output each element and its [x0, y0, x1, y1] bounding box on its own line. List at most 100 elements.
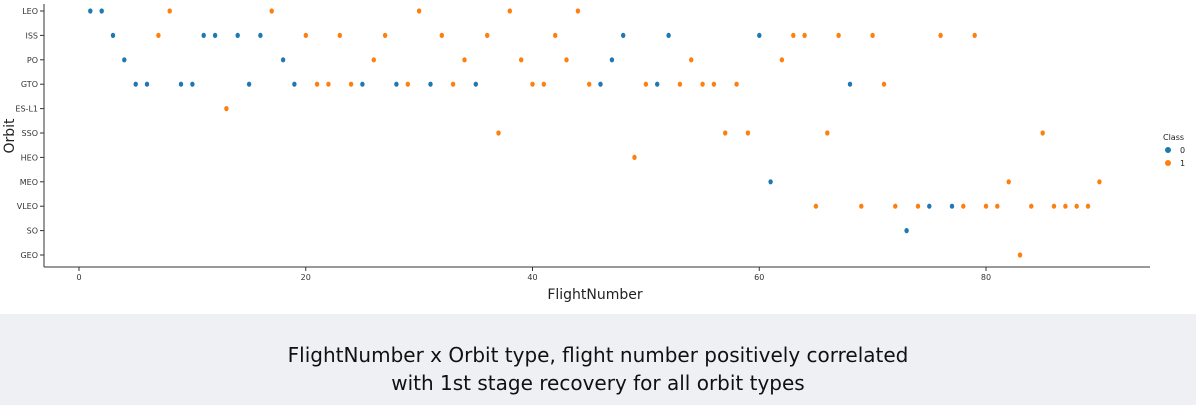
x-axis-label: FlightNumber — [547, 287, 643, 303]
data-point-class-0 — [133, 81, 138, 87]
data-point-class-1 — [1006, 179, 1011, 185]
data-point-class-0 — [178, 81, 184, 87]
data-point-class-0 — [847, 81, 853, 87]
y-tick-label: GTO — [21, 80, 38, 89]
legend: Class 0 1 — [1163, 133, 1185, 168]
data-point-class-1 — [587, 81, 592, 87]
data-point-class-0 — [88, 8, 93, 14]
data-point-class-1 — [825, 130, 830, 136]
data-point-class-1 — [700, 81, 705, 87]
data-point-class-1 — [337, 32, 342, 39]
data-point-class-1 — [870, 32, 875, 39]
x-tick-label: 20 — [301, 273, 311, 282]
legend-marker-class-0 — [1165, 147, 1171, 153]
scatter-chart: LEO ISS PO GTO ES-L1 SSO HEO MEO VLEO SO GEO 0 20 40… — [2, 4, 1185, 303]
data-point-class-0 — [428, 81, 433, 87]
data-point-class-1 — [269, 8, 274, 14]
data-point-class-1 — [643, 81, 649, 87]
data-point-class-1 — [1029, 203, 1034, 209]
data-point-class-0 — [99, 8, 104, 14]
data-point-class-1 — [881, 81, 887, 87]
legend-marker-class-1 — [1165, 160, 1171, 166]
data-point-class-1 — [1051, 203, 1057, 209]
data-point-class-1 — [167, 8, 172, 14]
data-point-class-1 — [564, 57, 569, 63]
data-point-class-1 — [519, 57, 524, 63]
data-point-class-0 — [666, 32, 671, 39]
data-point-class-0 — [394, 81, 399, 87]
data-point-class-0 — [757, 32, 762, 39]
data-point-class-1 — [382, 32, 388, 39]
caption-line-1: FlightNumber x Orbit type, flight number… — [287, 343, 909, 367]
data-point-class-1 — [632, 154, 637, 160]
data-point-class-1 — [972, 32, 977, 39]
data-point-class-0 — [201, 32, 206, 39]
data-point-class-1 — [496, 130, 501, 136]
data-point-class-0 — [621, 32, 626, 39]
data-point-class-1 — [405, 81, 410, 87]
y-tick-label: PO — [27, 56, 38, 65]
data-point-class-1 — [485, 32, 490, 39]
slide-caption: FlightNumber x Orbit type, flight number… — [0, 341, 1196, 397]
data-point-class-1 — [439, 32, 444, 39]
data-point-class-0 — [246, 81, 252, 87]
x-tick-label: 80 — [981, 273, 991, 282]
data-point-class-0 — [110, 32, 116, 39]
data-point-class-1 — [1097, 179, 1102, 185]
y-tick-label: SO — [27, 227, 38, 236]
data-point-class-1 — [723, 130, 728, 136]
x-tick-label: 60 — [754, 273, 764, 282]
data-point-class-1 — [1063, 203, 1068, 209]
data-point-class-1 — [348, 81, 354, 87]
data-point-class-0 — [258, 32, 263, 39]
data-point-class-1 — [575, 8, 581, 14]
data-points — [88, 8, 1102, 258]
data-point-class-1 — [938, 32, 943, 39]
x-tick-label: 40 — [527, 273, 537, 282]
data-point-class-1 — [734, 81, 739, 87]
data-point-class-0 — [655, 81, 660, 87]
data-point-class-1 — [1074, 203, 1079, 209]
y-axis-ticks: LEO ISS PO GTO ES-L1 SSO HEO MEO VLEO SO GEO — [15, 7, 44, 260]
data-point-class-1 — [802, 32, 807, 39]
data-point-class-1 — [745, 130, 751, 136]
data-point-class-0 — [144, 81, 150, 87]
y-tick-label: LEO — [22, 7, 38, 16]
data-point-class-1 — [224, 106, 229, 112]
legend-label-class-1: 1 — [1180, 159, 1185, 168]
data-point-class-1 — [915, 203, 921, 209]
data-point-class-1 — [1017, 252, 1023, 258]
caption-band — [0, 314, 1196, 405]
data-point-class-0 — [280, 57, 286, 63]
data-point-class-1 — [1040, 130, 1045, 136]
y-tick-label: MEO — [20, 178, 38, 187]
data-point-class-1 — [836, 32, 841, 39]
data-point-class-0 — [190, 81, 195, 87]
x-tick-label: 0 — [76, 273, 81, 282]
data-point-class-1 — [450, 81, 456, 87]
data-point-class-0 — [598, 81, 603, 87]
data-point-class-1 — [961, 203, 966, 209]
data-point-class-1 — [553, 32, 558, 39]
y-tick-label: VLEO — [17, 202, 38, 211]
data-point-class-0 — [473, 81, 478, 87]
data-point-class-1 — [314, 81, 320, 87]
legend-label-class-0: 0 — [1180, 146, 1185, 155]
data-point-class-1 — [541, 81, 546, 87]
data-point-class-1 — [995, 203, 1000, 209]
data-point-class-0 — [927, 203, 932, 209]
data-point-class-0 — [609, 57, 615, 63]
data-point-class-1 — [859, 203, 864, 209]
data-point-class-1 — [677, 81, 683, 87]
data-point-class-1 — [983, 203, 989, 209]
caption-line-2: with 1st stage recovery for all orbit ty… — [391, 371, 805, 395]
data-point-class-1 — [462, 57, 467, 63]
data-point-class-1 — [507, 8, 512, 14]
data-point-class-1 — [711, 81, 717, 87]
data-point-class-0 — [768, 179, 773, 185]
data-point-class-1 — [893, 203, 898, 209]
data-point-class-1 — [689, 57, 694, 63]
data-point-class-1 — [416, 8, 422, 14]
y-axis-label: Orbit — [2, 118, 18, 154]
data-point-class-0 — [904, 228, 909, 234]
